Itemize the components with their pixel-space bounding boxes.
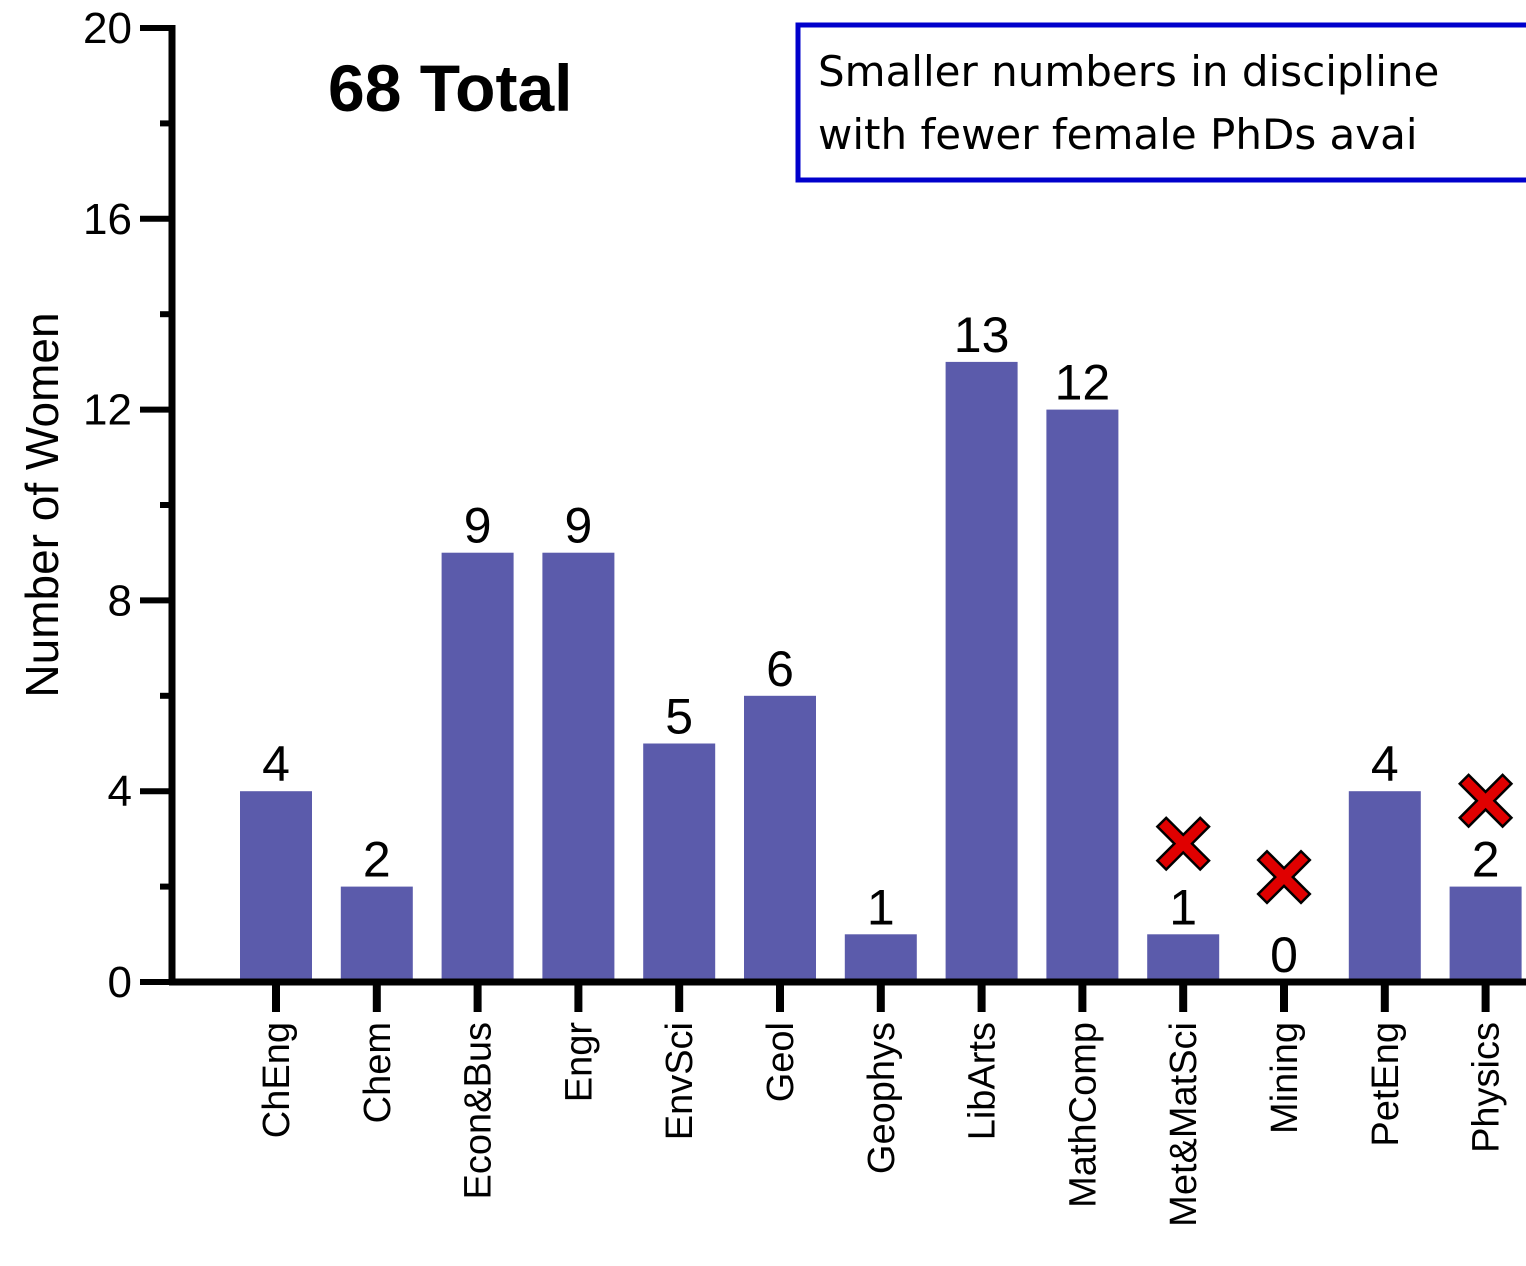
marks [1155, 773, 1514, 905]
x-mark-icon [1256, 849, 1312, 905]
y-tick-label: 16 [83, 195, 132, 244]
bar [441, 552, 514, 982]
bar [240, 791, 312, 982]
y-tick-label: 12 [83, 386, 132, 435]
note-line: Smaller numbers in discipline [818, 47, 1439, 96]
bar [744, 695, 816, 982]
y-tick-label: 8 [108, 576, 132, 625]
bar-value-label: 0 [1270, 927, 1298, 983]
y-tick-label: 20 [83, 4, 132, 53]
y-axis: 0 4 8 12 16 20 [83, 4, 176, 1007]
bar-value-label: 2 [363, 832, 391, 888]
bar [945, 361, 1018, 982]
bar [844, 934, 917, 982]
y-axis-label: Number of Women [16, 312, 68, 697]
x-tick-label: MathComp [1062, 1022, 1104, 1208]
x-tick-label: Econ&Bus [458, 1022, 500, 1199]
x-tick-label: PetEng [1365, 1022, 1407, 1147]
bar-value-label: 4 [262, 736, 290, 792]
bars [240, 361, 1522, 983]
bar-value-label: 6 [766, 641, 794, 697]
x-tick-label: ChEng [256, 1022, 298, 1138]
x-tick-label: EnvSci [659, 1022, 701, 1140]
y-tick-label: 4 [108, 767, 132, 816]
bar-value-label: 13 [954, 307, 1010, 363]
bar [1046, 409, 1119, 983]
x-tick-label: Engr [558, 1022, 600, 1103]
x-tick-label: Physics [1466, 1022, 1508, 1153]
bar-value-label: 2 [1472, 832, 1500, 888]
bar-value-label: 5 [665, 689, 693, 745]
x-tick-label: Chem [357, 1022, 399, 1123]
x-tick-label: Mining [1264, 1022, 1306, 1134]
x-axis: ChEng Chem Econ&Bus Engr EnvSci Geol Geophys Li… [169, 978, 1526, 1227]
bar-value-label: 9 [464, 498, 492, 554]
note-line: with fewer female PhDs avai [818, 110, 1418, 159]
bar-value-label: 12 [1055, 355, 1111, 411]
x-mark-icon [1155, 816, 1211, 872]
total-annotation: 68 Total [328, 51, 573, 125]
bar [542, 552, 615, 982]
note-box: Smaller numbers in discipline with fewer… [795, 22, 1526, 183]
bar-value-label: 1 [1169, 879, 1197, 935]
y-tick-label: 0 [108, 958, 132, 1007]
x-tick-label: Met&MatSci [1163, 1022, 1205, 1227]
bar-value-label: 9 [564, 498, 592, 554]
bar-value-label: 4 [1371, 736, 1399, 792]
x-tick-label: Geol [760, 1022, 802, 1102]
value-labels: 4 2 9 9 5 6 1 13 12 1 0 4 2 [262, 307, 1499, 983]
bar [643, 743, 716, 982]
note-border [795, 22, 1526, 183]
bar [340, 886, 413, 982]
x-tick-label: Geophys [861, 1022, 903, 1174]
bar [1449, 886, 1522, 982]
bar [1147, 934, 1220, 982]
bar-value-label: 1 [867, 879, 895, 935]
x-tick-label: LibArts [962, 1022, 1004, 1140]
x-mark-icon [1457, 773, 1514, 829]
bar [1348, 791, 1421, 982]
